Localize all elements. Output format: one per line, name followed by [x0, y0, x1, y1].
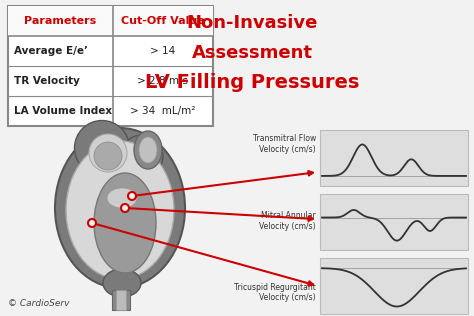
- Text: LV Filling Pressures: LV Filling Pressures: [145, 74, 359, 93]
- Text: © CardioServ: © CardioServ: [8, 299, 70, 308]
- Text: > 14: > 14: [150, 46, 176, 56]
- Ellipse shape: [66, 141, 174, 279]
- Bar: [320, 130, 468, 186]
- Bar: [320, 258, 468, 314]
- Ellipse shape: [103, 269, 141, 297]
- Ellipse shape: [55, 128, 185, 288]
- Text: > 34  mL/m²: > 34 mL/m²: [130, 106, 196, 116]
- Ellipse shape: [94, 142, 122, 170]
- Text: > 2.8 m/s: > 2.8 m/s: [137, 76, 189, 86]
- Circle shape: [88, 219, 96, 227]
- Ellipse shape: [89, 134, 127, 172]
- Text: Tricuspid Regurgitant
Velocity (cm/s): Tricuspid Regurgitant Velocity (cm/s): [234, 283, 316, 302]
- Text: Assessment: Assessment: [191, 44, 312, 62]
- Ellipse shape: [139, 137, 157, 163]
- Bar: [8, 6, 213, 36]
- Bar: [116, 290, 126, 310]
- Ellipse shape: [107, 188, 137, 208]
- Bar: [112, 290, 130, 310]
- Bar: [320, 194, 468, 250]
- Text: Transmitral Flow
Velocity (cm/s): Transmitral Flow Velocity (cm/s): [253, 134, 316, 154]
- Text: Average E/e’: Average E/e’: [14, 46, 88, 56]
- Text: Mitral Annular
Velocity (cm/s): Mitral Annular Velocity (cm/s): [259, 211, 316, 231]
- Ellipse shape: [94, 173, 156, 273]
- Circle shape: [121, 204, 129, 212]
- Text: Non-Invasive: Non-Invasive: [186, 14, 318, 32]
- Ellipse shape: [74, 120, 129, 175]
- Text: Parameters: Parameters: [24, 16, 97, 26]
- Circle shape: [128, 192, 136, 200]
- Ellipse shape: [121, 135, 163, 177]
- Text: TR Velocity: TR Velocity: [14, 76, 80, 86]
- Text: LA Volume Index: LA Volume Index: [14, 106, 112, 116]
- Text: Cut-Off Value: Cut-Off Value: [121, 16, 205, 26]
- Bar: [8, 6, 213, 126]
- Ellipse shape: [134, 131, 162, 169]
